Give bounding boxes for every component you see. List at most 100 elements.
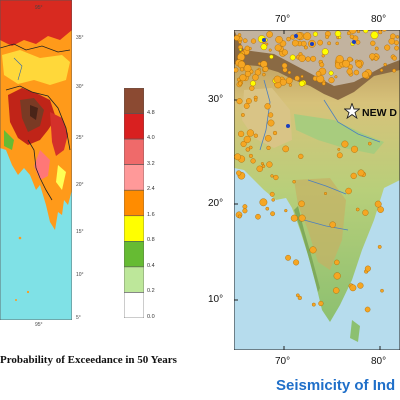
earthquake-event	[312, 31, 318, 37]
earthquake-event	[325, 35, 330, 39]
seismicity-map-panel	[233, 21, 400, 351]
earthquake-event	[246, 129, 255, 137]
earthquake-event	[374, 200, 382, 208]
left-lat-label: 15°	[76, 229, 84, 235]
earthquake-event	[281, 62, 288, 69]
earthquake-event	[353, 69, 360, 76]
earthquake-event	[383, 62, 387, 67]
earthquake-event	[336, 152, 343, 159]
earthquake-event	[364, 265, 371, 272]
earthquake-event	[395, 35, 400, 39]
earthquake-event	[329, 221, 336, 228]
earthquake-event	[250, 80, 256, 87]
earthquake-event	[239, 67, 244, 72]
earthquake-event	[380, 288, 384, 293]
left-lat-label: 20°	[76, 182, 84, 188]
earthquake-event	[328, 77, 335, 84]
earthquake-event	[268, 48, 272, 52]
earthquake-event	[242, 208, 248, 214]
capital-label: NEW D	[362, 107, 397, 119]
right-bottom-lon-label: 70°	[275, 356, 291, 367]
earthquake-event	[357, 169, 365, 177]
left-bottom-lon-label: 95°	[35, 322, 43, 328]
earthquake-event	[265, 206, 270, 211]
earthquake-event	[315, 71, 322, 77]
earthquake-event	[257, 62, 262, 66]
earthquake-event	[264, 103, 271, 110]
legend-label: 2.4	[147, 186, 155, 193]
major-event	[294, 34, 298, 38]
earthquake-event	[242, 204, 248, 210]
left-top-lon-label: 95°	[35, 5, 43, 11]
major-event	[352, 40, 356, 44]
legend-label: 0.8	[147, 237, 155, 244]
earthquake-event	[249, 85, 255, 91]
earthquake-event	[332, 287, 340, 294]
earthquake-event	[305, 56, 311, 62]
earthquake-event	[309, 246, 317, 254]
seismicity-map-caption: Seismicity of Ind	[276, 377, 396, 394]
earthquake-event	[370, 40, 376, 46]
earthquake-event	[321, 81, 326, 86]
earthquake-event	[288, 83, 292, 87]
earthquake-event	[285, 254, 291, 261]
earthquake-event	[370, 31, 379, 39]
earthquake-event	[392, 68, 397, 73]
right-lat-label: 20°	[208, 198, 224, 209]
legend-swatch	[123, 164, 145, 191]
left-lat-label: 25°	[76, 135, 84, 141]
earthquake-event	[259, 198, 268, 207]
legend-swatch	[123, 266, 145, 293]
earthquake-event	[323, 191, 327, 195]
legend-swatch	[123, 241, 145, 268]
earthquake-event	[292, 39, 299, 47]
legend-swatch	[123, 215, 145, 242]
earthquake-event	[281, 49, 288, 56]
earthquake-event	[363, 27, 369, 34]
earthquake-event	[311, 302, 316, 307]
new-delhi-star-icon	[343, 102, 361, 120]
earthquake-event	[256, 165, 263, 173]
earthquake-event	[355, 40, 361, 45]
earthquake-event	[298, 153, 304, 160]
earthquake-event	[361, 71, 369, 79]
earthquake-event	[242, 38, 248, 44]
earthquake-event	[362, 209, 369, 216]
earthquake-event	[240, 140, 247, 147]
earthquake-event	[298, 54, 306, 62]
earthquake-event	[286, 36, 291, 42]
earthquake-event	[341, 140, 349, 148]
legend-label: 1.6	[147, 211, 155, 218]
earthquake-event	[373, 56, 379, 61]
earthquake-event	[272, 130, 278, 136]
earthquake-event	[303, 32, 312, 41]
earthquake-event	[269, 191, 275, 197]
earthquake-event	[254, 69, 262, 76]
left-lat-label: 30°	[76, 84, 84, 90]
legend-colorbar	[123, 87, 145, 319]
earthquake-event	[245, 98, 252, 104]
earthquake-event	[296, 293, 300, 298]
legend-swatch	[123, 87, 145, 114]
earthquake-event	[347, 56, 353, 63]
earthquake-event	[253, 133, 258, 138]
earthquake-event	[243, 135, 251, 144]
earthquake-event	[384, 44, 391, 51]
earthquake-event	[254, 98, 258, 102]
earthquake-event	[367, 141, 372, 146]
earthquake-event	[355, 60, 363, 68]
earthquake-event	[261, 164, 266, 168]
legend-swatch	[123, 292, 145, 319]
earthquake-event	[266, 161, 273, 168]
legend-label: 3.2	[147, 160, 155, 167]
earthquake-event	[346, 68, 353, 75]
earthquake-event	[282, 145, 290, 153]
legend-label: 4.0	[147, 135, 155, 142]
earthquake-event	[270, 211, 275, 217]
earthquake-event	[337, 148, 341, 151]
hazard-legend	[123, 87, 145, 319]
earthquake-event	[236, 98, 243, 105]
earthquake-event	[293, 259, 300, 266]
right-top-lon-label: 80°	[371, 14, 387, 25]
earthquake-event	[238, 48, 242, 52]
